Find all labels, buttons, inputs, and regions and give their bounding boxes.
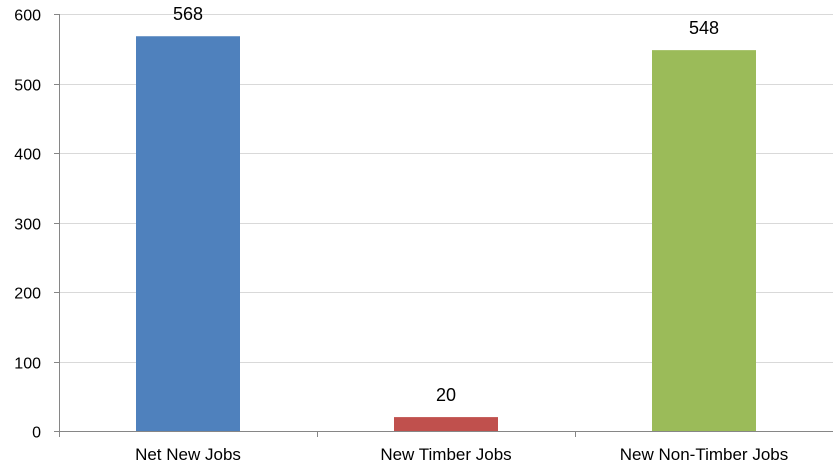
y-tick-label: 400 (14, 147, 41, 164)
y-tick-label: 200 (14, 286, 41, 303)
y-tick-label: 500 (14, 78, 41, 95)
x-tick-label: New Timber Jobs (380, 445, 511, 464)
labels: 0 100 200 300 400 500 600 568 Net New Jobs 20 New … (14, 4, 788, 464)
data-label: 548 (689, 18, 719, 38)
y-tick-label: 600 (14, 8, 41, 25)
y-tick-label: 0 (32, 425, 41, 442)
x-tick-label: New Non-Timber Jobs (620, 445, 788, 464)
bars (136, 36, 756, 432)
axes (54, 14, 833, 437)
y-tick-label: 300 (14, 217, 41, 234)
x-tick-label: Net New Jobs (135, 445, 241, 464)
data-label: 568 (173, 4, 203, 24)
y-tick-label: 100 (14, 356, 41, 373)
bar (652, 50, 756, 431)
bar (136, 36, 240, 432)
bar (394, 417, 498, 431)
data-label: 20 (436, 385, 456, 405)
